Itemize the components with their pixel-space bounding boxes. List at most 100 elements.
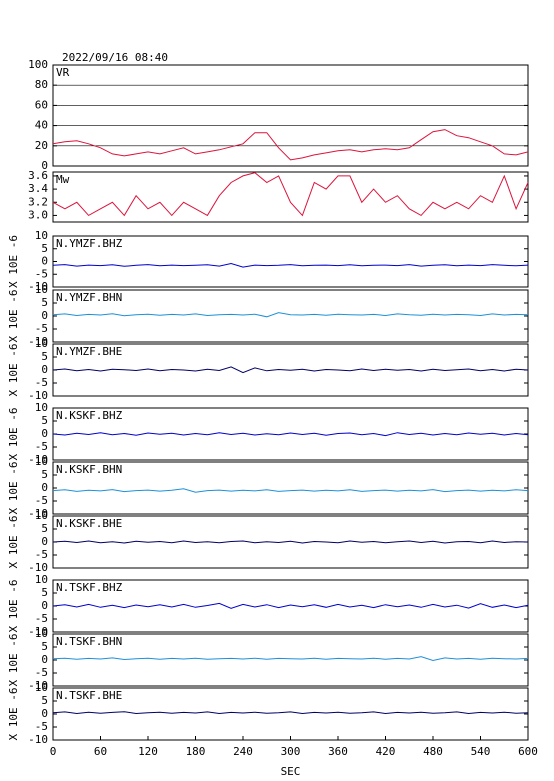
y-tick-label: 5 xyxy=(41,522,48,535)
panel-label: N.KSKF.BHN xyxy=(56,463,122,476)
y-tick-label: 10 xyxy=(35,337,48,350)
x-axis-label: SEC xyxy=(281,765,301,778)
y-tick-label: 5 xyxy=(41,350,48,363)
y-tick-label: -5 xyxy=(35,666,48,679)
data-line xyxy=(52,432,529,437)
x-tick-label: 60 xyxy=(94,745,107,758)
y-axis-label: X 10E -6 xyxy=(7,462,20,515)
y-tick-label: 5 xyxy=(41,296,48,309)
y-tick-label: -5 xyxy=(35,322,48,335)
chart-title: 2022/09/16 08:40 xyxy=(62,51,168,64)
y-axis-label: X 10E -6 xyxy=(7,516,20,569)
y-tick-label: 0 xyxy=(41,707,48,720)
data-line xyxy=(52,262,529,268)
data-line xyxy=(52,711,529,715)
y-tick-label: -5 xyxy=(35,440,48,453)
x-tick-label: 180 xyxy=(186,745,206,758)
x-tick-label: 120 xyxy=(138,745,158,758)
y-tick-label: 0 xyxy=(41,535,48,548)
y-tick-label: -5 xyxy=(35,494,48,507)
panel-label: N.YMZF.BHE xyxy=(56,345,122,358)
panel-frame xyxy=(52,171,529,223)
data-line xyxy=(52,488,529,493)
y-tick-label: 3.4 xyxy=(28,182,48,195)
data-line xyxy=(52,602,529,609)
panel-label: N.TSKF.BHN xyxy=(56,635,122,648)
y-tick-label: 0 xyxy=(41,309,48,322)
y-tick-label: 10 xyxy=(35,283,48,296)
y-tick-label: 10 xyxy=(35,401,48,414)
y-tick-label: -10 xyxy=(28,280,48,293)
panel-label: VR xyxy=(56,66,70,79)
y-axis-label: X 10E -6 xyxy=(7,344,20,397)
y-tick-label: 10 xyxy=(35,509,48,522)
y-axis-label: X 10E -6 xyxy=(7,688,20,741)
panel-label: N.TSKF.BHE xyxy=(56,689,122,702)
y-tick-label: 0 xyxy=(41,363,48,376)
y-tick-label: 5 xyxy=(41,694,48,707)
data-line xyxy=(52,312,529,318)
y-tick-label: -10 xyxy=(28,561,48,574)
x-tick-label: 0 xyxy=(50,745,57,758)
y-tick-label: 60 xyxy=(35,98,48,111)
y-tick-label: -10 xyxy=(28,453,48,466)
panel-label: N.YMZF.BHZ xyxy=(56,237,123,250)
x-tick-label: 540 xyxy=(471,745,491,758)
panel-label: Mw xyxy=(56,173,70,186)
y-tick-label: 0 xyxy=(41,159,48,172)
data-line xyxy=(52,129,529,161)
y-tick-label: 10 xyxy=(35,229,48,242)
y-tick-label: 5 xyxy=(41,468,48,481)
y-tick-label: -10 xyxy=(28,389,48,402)
y-tick-label: 5 xyxy=(41,242,48,255)
y-tick-label: -5 xyxy=(35,548,48,561)
y-tick-label: -10 xyxy=(28,507,48,520)
y-tick-label: 80 xyxy=(35,78,48,91)
y-tick-label: 0 xyxy=(41,481,48,494)
panel-label: N.YMZF.BHN xyxy=(56,291,122,304)
y-tick-label: 0 xyxy=(41,599,48,612)
y-axis-label: X 10E -6 xyxy=(7,290,20,343)
y-axis-label: X 10E -6 xyxy=(7,235,20,288)
y-tick-label: 40 xyxy=(35,119,48,132)
y-tick-label: -5 xyxy=(35,376,48,389)
y-tick-label: 3.6 xyxy=(28,169,48,182)
y-axis-label: X 10E -6 xyxy=(7,580,20,633)
panel-label: N.TSKF.BHZ xyxy=(56,581,123,594)
data-line xyxy=(52,540,529,544)
x-tick-label: 420 xyxy=(376,745,396,758)
y-tick-label: 0 xyxy=(41,427,48,440)
y-tick-label: 20 xyxy=(35,139,48,152)
y-tick-label: -5 xyxy=(35,720,48,733)
y-tick-label: -5 xyxy=(35,267,48,280)
y-tick-label: 5 xyxy=(41,586,48,599)
y-tick-label: 5 xyxy=(41,640,48,653)
panel-label: N.KSKF.BHE xyxy=(56,517,122,530)
data-line xyxy=(52,366,529,374)
x-tick-label: 240 xyxy=(233,745,253,758)
data-line xyxy=(52,172,529,217)
y-tick-label: 0 xyxy=(41,653,48,666)
y-axis-label: X 10E -6 xyxy=(7,408,20,461)
y-tick-label: 100 xyxy=(28,58,48,71)
y-tick-label: 3.0 xyxy=(28,208,48,221)
y-tick-label: 10 xyxy=(35,455,48,468)
y-tick-label: 3.2 xyxy=(28,195,48,208)
y-tick-label: 10 xyxy=(35,573,48,586)
y-tick-label: -10 xyxy=(28,679,48,692)
x-tick-label: 300 xyxy=(281,745,301,758)
y-tick-label: 10 xyxy=(35,627,48,640)
x-tick-label: 480 xyxy=(423,745,443,758)
data-line xyxy=(52,656,529,662)
panel-label: N.KSKF.BHZ xyxy=(56,409,123,422)
y-tick-label: -10 xyxy=(28,625,48,638)
x-tick-label: 360 xyxy=(328,745,348,758)
y-tick-label: 0 xyxy=(41,255,48,268)
y-tick-label: 5 xyxy=(41,414,48,427)
y-tick-label: 10 xyxy=(35,681,48,694)
y-tick-label: -10 xyxy=(28,335,48,348)
y-tick-label: -5 xyxy=(35,612,48,625)
y-tick-label: -10 xyxy=(28,733,48,746)
